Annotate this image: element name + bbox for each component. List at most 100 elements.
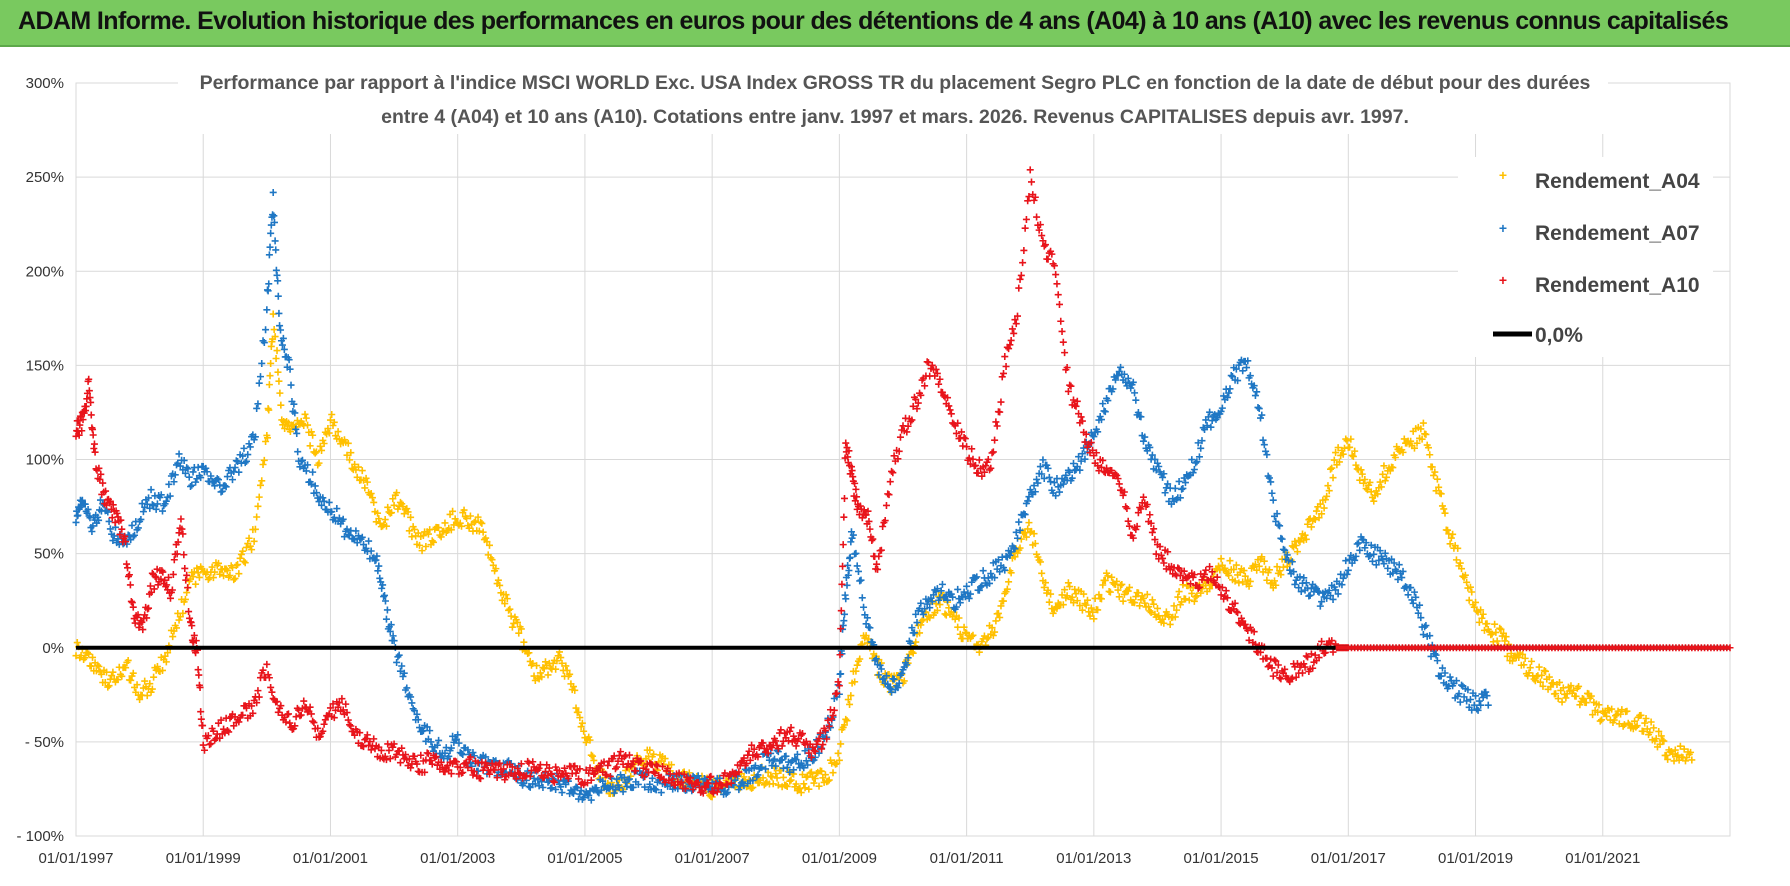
data-point [868,536,876,544]
data-point [1452,677,1460,685]
data-point [477,518,485,526]
data-point [1293,660,1301,668]
data-point [1277,571,1285,579]
data-point [1413,439,1421,447]
data-point [1410,444,1418,452]
data-point [903,428,911,436]
data-point [1263,576,1271,584]
data-point [375,562,383,570]
data-point [918,617,926,625]
data-point [1456,698,1464,706]
data-point [975,648,983,656]
data-point [507,612,515,620]
data-point [1440,505,1448,513]
data-point [792,780,800,788]
data-point [1598,716,1605,724]
data-point [812,740,820,748]
data-point [1136,503,1144,511]
data-point [829,769,837,777]
data-point [515,769,523,777]
data-point [1272,581,1280,589]
data-point [660,775,668,783]
data-point [954,419,962,427]
data-point [1166,566,1174,574]
data-point [239,452,247,460]
data-point [343,451,351,459]
data-point [178,525,186,533]
data-point [1332,586,1340,594]
data-point [1639,727,1647,735]
data-point [1153,459,1161,467]
data-point [824,777,832,785]
data-point [477,775,485,783]
data-point [256,481,264,489]
data-point [307,480,315,488]
chart-subtitle: Performance par rapport à l'indice MSCI … [178,66,1608,134]
data-point [259,460,267,468]
data-point [956,630,964,638]
y-tick-label: 300% [26,75,64,92]
data-point [235,718,243,726]
data-point [1076,602,1084,610]
data-point [196,683,204,691]
data-point [408,699,416,707]
data-point [175,529,183,537]
data-point [381,597,389,605]
data-point [1076,466,1084,474]
data-point [865,517,873,525]
data-point [1650,724,1658,732]
legend-label-a04: Rendement_A04 [1535,170,1700,193]
data-point [1223,594,1231,602]
data-point [319,494,327,502]
data-point [804,761,812,769]
data-point [1086,612,1094,620]
data-point [499,765,507,773]
data-point [800,764,808,772]
data-point [402,751,410,759]
data-point [452,758,460,766]
data-point [190,631,198,639]
data-point [1449,530,1457,538]
data-point [768,744,776,752]
data-point [96,496,104,504]
data-point [1433,657,1441,665]
data-point [1174,564,1182,572]
data-point [671,781,679,789]
data-point [876,661,884,669]
data-point [97,670,105,678]
data-point [520,638,528,646]
x-tick-label: 01/01/2003 [420,850,495,867]
data-point [400,669,408,677]
data-point [921,605,929,613]
data-point [1190,597,1198,605]
data-point [311,482,319,490]
data-point [1283,551,1291,559]
data-point [1047,478,1055,486]
data-point [982,462,990,470]
data-point [1108,573,1116,581]
data-point [536,761,544,769]
data-point [1545,673,1553,681]
data-point [1465,596,1473,604]
data-point [816,729,824,737]
data-point [1111,376,1119,384]
data-point [123,560,131,568]
data-point [1315,654,1323,662]
data-point [1146,511,1154,519]
data-point [552,763,560,771]
data-point [1313,507,1320,515]
data-point [496,581,504,589]
data-point [164,649,172,657]
data-point [94,661,102,669]
data-point [228,476,236,484]
data-point [1089,446,1097,454]
data-point [131,619,139,627]
data-point [854,567,862,575]
data-point [1271,656,1279,664]
data-point [393,751,401,759]
data-point [298,456,306,464]
data-point [1054,291,1062,299]
data-point [403,505,411,513]
data-point [293,429,301,437]
data-point [1040,474,1048,482]
